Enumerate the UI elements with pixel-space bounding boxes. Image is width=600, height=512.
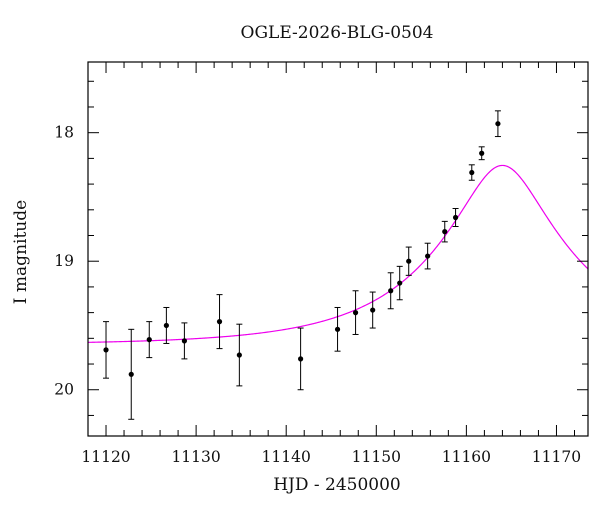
data-marker	[388, 288, 394, 294]
data-point	[494, 110, 501, 138]
x-tick-label: 11120	[81, 448, 130, 466]
x-tick-label: 11130	[171, 448, 220, 466]
x-tick-label: 11150	[352, 448, 401, 466]
data-point	[478, 146, 485, 161]
data-point	[441, 220, 448, 243]
data-marker	[397, 280, 403, 286]
data-marker	[163, 322, 169, 329]
x-axis-label: HJD - 2450000	[273, 475, 401, 495]
data-marker	[406, 258, 412, 264]
data-point	[334, 306, 341, 352]
data-marker	[442, 229, 448, 235]
data-marker	[103, 347, 109, 353]
data-marker	[469, 169, 475, 176]
data-marker	[236, 352, 242, 358]
y-axis-label: I magnitude	[11, 200, 31, 304]
data-point	[236, 323, 243, 387]
data-point	[396, 265, 403, 301]
data-marker	[452, 214, 459, 221]
data-point	[387, 272, 394, 310]
y-tick-label: 18	[54, 124, 74, 142]
data-marker	[495, 121, 501, 127]
y-tick-label: 19	[54, 252, 74, 270]
data-marker	[181, 338, 187, 344]
data-point	[468, 164, 475, 181]
data-point	[452, 208, 459, 228]
data-point	[297, 327, 304, 391]
data-marker	[425, 253, 431, 259]
data-point	[103, 321, 110, 379]
x-tick-label: 11170	[532, 448, 581, 466]
data-point	[405, 246, 412, 276]
data-marker	[298, 356, 304, 362]
data-point	[424, 242, 431, 270]
data-point	[216, 294, 223, 350]
data-points-layer	[103, 110, 501, 420]
plot-frame	[87, 61, 589, 437]
x-tick-label: 11140	[262, 448, 311, 466]
data-point	[369, 291, 376, 329]
chart-title: OGLE-2026-BLG-0504	[241, 23, 434, 43]
data-point	[163, 306, 170, 344]
data-marker	[128, 371, 134, 377]
ticks-layer: 11120 11130 11140 11150 11160 11170 18 19 20	[54, 62, 588, 466]
data-marker	[334, 326, 341, 332]
data-marker	[146, 337, 152, 343]
data-point	[128, 328, 135, 420]
data-point	[181, 322, 188, 360]
data-point	[352, 290, 359, 335]
data-marker	[479, 150, 485, 156]
data-point	[146, 321, 153, 359]
x-tick-label: 11160	[442, 448, 491, 466]
y-tick-label: 20	[54, 381, 74, 399]
data-marker	[216, 319, 223, 325]
data-marker	[370, 307, 376, 313]
data-marker	[352, 310, 359, 316]
